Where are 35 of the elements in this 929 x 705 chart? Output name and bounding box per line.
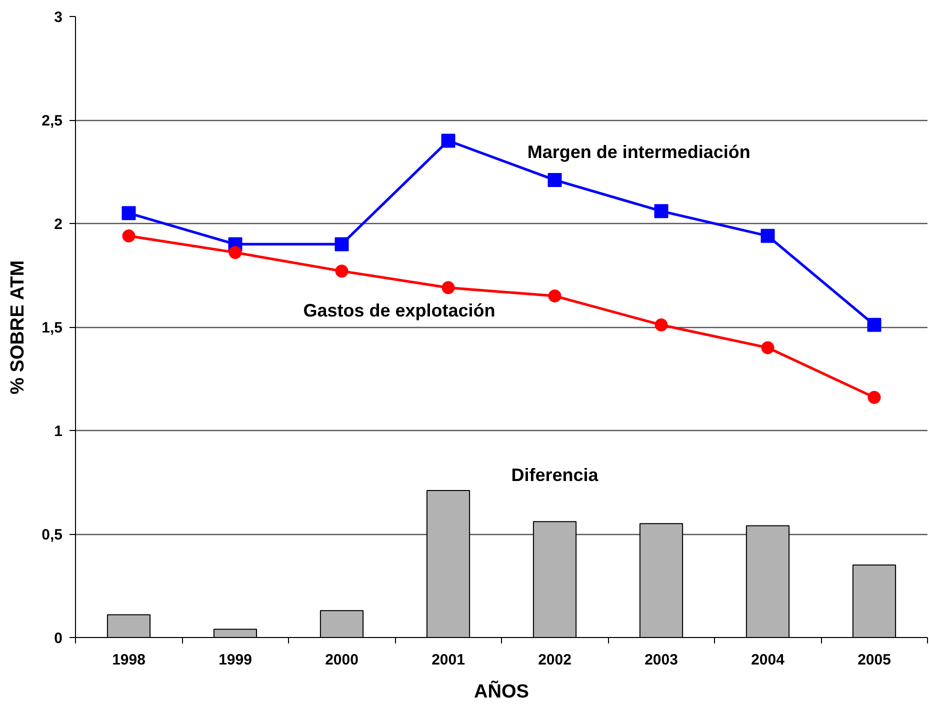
x-tick-label: 1998 [112, 652, 146, 668]
point [548, 289, 562, 302]
y-tick-label: 0,5 [42, 526, 63, 544]
x-tick-label: 1999 [218, 652, 252, 668]
x-tick-label: 2000 [325, 652, 358, 668]
point [548, 173, 562, 188]
x-tick-label: 2004 [751, 652, 786, 668]
point [335, 264, 348, 278]
point [868, 390, 881, 404]
point [122, 229, 136, 242]
point [442, 281, 455, 294]
y-tick-label: 0 [54, 630, 62, 647]
x-tick-label: 2005 [858, 652, 891, 668]
point [654, 204, 668, 218]
series-label: Gastos de explotación [303, 300, 496, 320]
y-tick-label: 2,5 [42, 112, 63, 130]
point [122, 206, 136, 220]
point [760, 228, 775, 243]
point [228, 246, 242, 259]
x-tick-label: 2001 [432, 652, 465, 668]
y-tick-label: 3 [54, 9, 62, 26]
y-tick-label: 1,5 [42, 320, 63, 336]
y-tick-label: 1 [54, 423, 62, 440]
point [654, 318, 668, 332]
x-axis-title: AÑOS [474, 680, 529, 702]
y-tick-label: 2 [54, 216, 62, 233]
point [334, 237, 349, 252]
x-tick-label: 2002 [538, 652, 572, 668]
y-axis-title: % SOBRE ATM [8, 260, 29, 394]
point [867, 318, 882, 332]
point [761, 341, 774, 354]
point [441, 134, 456, 148]
text: Diferencia [511, 465, 600, 486]
x-tick-label: 2003 [644, 652, 678, 668]
series-label: Margen de intermediación [527, 142, 750, 162]
